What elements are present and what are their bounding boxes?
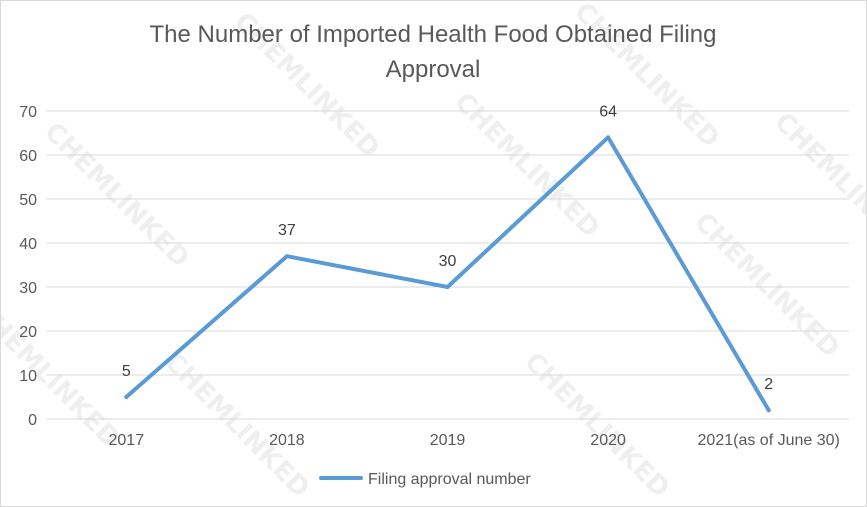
y-tick-label: 0 <box>28 412 37 429</box>
y-tick-label: 30 <box>19 280 37 297</box>
y-tick-label: 60 <box>19 148 37 165</box>
watermark-text: CHEMLINKED <box>688 207 845 364</box>
y-tick-label: 50 <box>19 192 37 209</box>
legend: Filing approval number <box>319 471 531 488</box>
data-label: 30 <box>439 253 457 270</box>
chart-title-line-2: Approval <box>386 56 481 83</box>
data-point <box>606 135 611 140</box>
x-tick-label: 2019 <box>430 432 466 449</box>
y-tick-label: 10 <box>19 368 37 385</box>
y-tick-label: 40 <box>19 236 37 253</box>
data-label: 5 <box>122 363 131 380</box>
x-tick-label: 2020 <box>590 432 626 449</box>
y-tick-label: 20 <box>19 324 37 341</box>
watermark-text: CHEMLINKED <box>158 347 315 504</box>
watermark-text: CHEMLINKED <box>38 117 195 274</box>
watermark-text: CHEMLINKED <box>518 347 675 504</box>
data-point <box>284 254 289 259</box>
data-point <box>766 408 771 413</box>
data-label: 37 <box>278 222 296 239</box>
data-labels: 5 37 30 64 2 <box>122 103 773 393</box>
x-tick-label: 2018 <box>269 432 305 449</box>
y-tick-label: 70 <box>19 104 37 121</box>
y-axis-ticks: 0 10 20 30 40 50 60 70 <box>19 104 37 429</box>
watermark-text: CHEMLINKED <box>448 87 605 244</box>
data-point <box>445 285 450 289</box>
x-tick-label: 2021(as of June 30) <box>698 432 840 449</box>
data-point <box>124 395 129 399</box>
legend-label: Filing approval number <box>368 471 531 488</box>
watermark-text: CHEMLINKED <box>768 107 866 264</box>
series-line <box>124 135 771 413</box>
x-axis-ticks: 2017 2018 2019 2020 2021(as of June 30) <box>109 432 840 449</box>
series-layer <box>124 135 771 413</box>
x-tick-label: 2017 <box>109 432 145 449</box>
chart-title-line-1: The Number of Imported Health Food Obtai… <box>150 21 717 48</box>
data-label: 64 <box>599 103 617 120</box>
data-label: 2 <box>764 376 773 393</box>
